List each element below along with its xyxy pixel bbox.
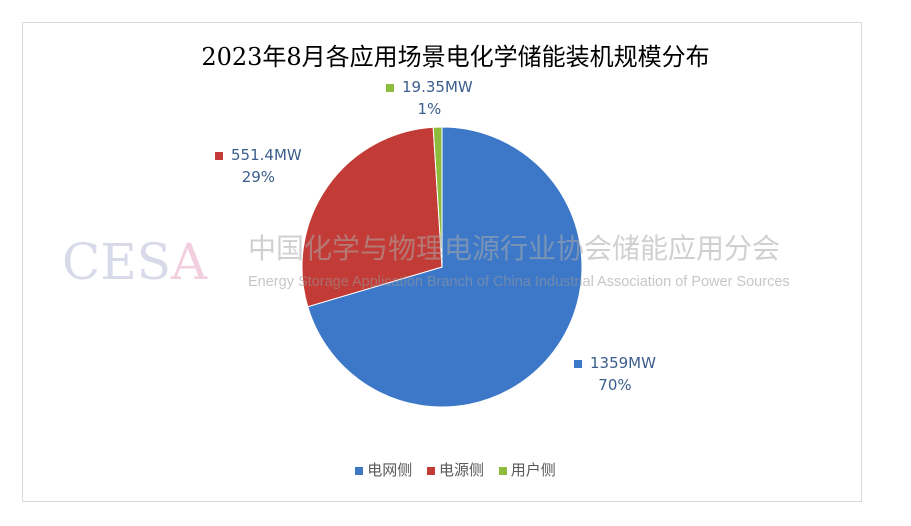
pie-slice-2 — [432, 126, 443, 268]
label-swatch-icon — [574, 359, 582, 368]
legend-swatch-icon — [426, 466, 435, 475]
legend-label: 电源侧 — [438, 461, 484, 479]
legend-label: 电网侧 — [367, 461, 413, 479]
percent-label: 70% — [598, 376, 632, 394]
pie-slice-1 — [301, 126, 443, 308]
legend-swatch-icon — [498, 466, 507, 475]
legend: 电网侧 电源侧 用户侧 — [0, 460, 911, 480]
label-swatch-icon — [215, 151, 223, 160]
legend-swatch-icon — [355, 466, 364, 475]
label-swatch-icon — [386, 83, 394, 92]
data-label-grid: 1359MW 70% — [574, 352, 656, 396]
value-label: 1359MW — [590, 354, 656, 372]
chart-frame — [22, 22, 862, 502]
legend-item-source: 电源侧 — [426, 461, 484, 479]
legend-item-user: 用户侧 — [498, 461, 556, 479]
data-label-source: 551.4MW 29% — [215, 144, 302, 188]
data-label-user: 19.35MW 1% — [386, 76, 473, 120]
legend-item-grid: 电网侧 — [355, 461, 412, 479]
value-label: 19.35MW — [402, 78, 473, 96]
percent-label: 1% — [417, 100, 442, 118]
legend-label: 用户侧 — [510, 461, 556, 479]
value-label: 551.4MW — [231, 146, 302, 164]
percent-label: 29% — [241, 168, 276, 186]
pie-slice-0 — [307, 126, 583, 408]
chart-title: 2023年8月各应用场景电化学储能装机规模分布 — [201, 43, 710, 71]
